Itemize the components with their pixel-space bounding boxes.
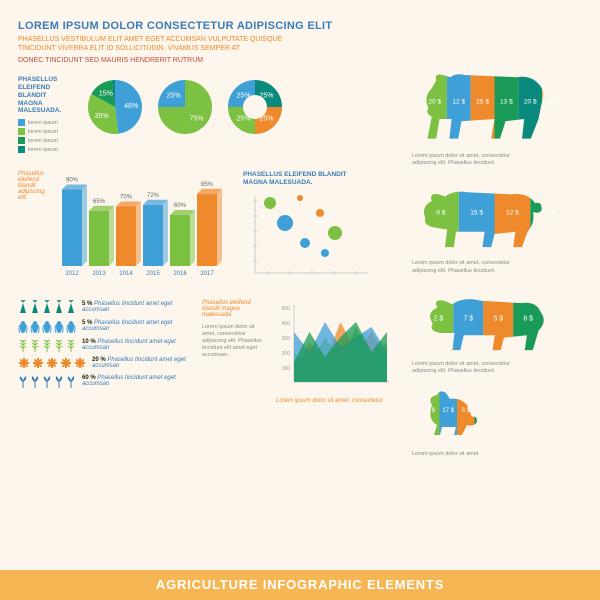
area-chart: 500 400 300 200 100: [276, 300, 391, 390]
svg-text:2014: 2014: [119, 271, 133, 277]
pig-caption: Lorem ipsum dolor sit amet, consectetur …: [412, 260, 532, 274]
scatter-side-title: Phasellus eleifend blandit magna malesua…: [202, 300, 262, 318]
svg-text:2013: 2013: [92, 271, 106, 277]
svg-text:2012: 2012: [65, 271, 79, 277]
area-caption: Lorem ipsum dolor sit amet, consectetur: [276, 398, 391, 404]
svg-text:9 $: 9 $: [436, 210, 445, 217]
svg-text:14 $: 14 $: [542, 210, 555, 217]
svg-text:72%: 72%: [147, 193, 160, 199]
bar-chart: 90% 2012 65% 2013 70% 2014 72% 2015 60% 2016 85% 20…: [58, 171, 233, 281]
crop-row: 5 % Phasellus tincidunt amet eget accums…: [18, 319, 188, 333]
svg-text:2015: 2015: [146, 271, 160, 277]
svg-text:5 $: 5 $: [479, 408, 488, 414]
svg-text:25 $: 25 $: [476, 99, 489, 106]
scatter-title: PHASELLUS ELEIFEND BLANDIT MAGNA MALESUA…: [243, 171, 373, 187]
page-subtitle2: DONEC TINCIDUNT SED MAURIS HENDRERIT RUT…: [18, 57, 582, 64]
svg-text:500: 500: [282, 306, 291, 312]
svg-text:3 $: 3 $: [553, 315, 562, 322]
svg-text:85%: 85%: [201, 182, 214, 188]
svg-text:60%: 60%: [174, 203, 187, 209]
svg-text:90%: 90%: [66, 178, 79, 184]
svg-text:400: 400: [282, 321, 291, 327]
footer-bar: AGRICULTURE INFOGRAPHIC ELEMENTS: [0, 570, 600, 600]
svg-text:35%: 35%: [95, 113, 109, 120]
pig-diagram: 9 $ 15 $ 12 $ 14 $ Lorem ipsum dolor sit am…: [412, 179, 582, 274]
svg-text:20 $: 20 $: [524, 99, 537, 106]
svg-text:12 $: 12 $: [452, 99, 465, 106]
chicken-diagram: 3 $ 17 $ 3 $ 5 $ Lorem ipsum dolor sit amet: [412, 387, 582, 458]
svg-text:2 $: 2 $: [434, 315, 444, 322]
svg-text:65%: 65%: [93, 199, 106, 205]
crops-list: 5 % Phasellus tincidunt amet eget accums…: [18, 300, 188, 404]
legend-item: lorem ipsum: [18, 137, 76, 144]
donut-chart: 25%25%25%25%: [224, 76, 286, 138]
pies-title: PHASELLUS ELEIFEND BLANDIT MAGNA MALESUA…: [18, 76, 76, 115]
sheep-caption: Lorem ipsum dolor sit amet, consectetur …: [412, 361, 532, 375]
svg-text:15 $: 15 $: [548, 99, 561, 106]
legend-item: lorem ipsum: [18, 146, 76, 153]
svg-text:200: 200: [282, 351, 291, 357]
crop-row: 5 % Phasellus tincidunt amet eget accums…: [18, 300, 188, 314]
page-subtitle: PHASELLUS VESTIBULUM ELIT AMET EGET ACCU…: [18, 35, 298, 53]
svg-text:7 $: 7 $: [464, 315, 474, 322]
svg-text:70%: 70%: [120, 195, 133, 201]
sheep-diagram: 2 $ 7 $ 5 $ 8 $ 3 $ Lorem ipsum dolor sit am…: [412, 287, 582, 375]
page-title: LOREM IPSUM DOLOR CONSECTETUR ADIPISCING…: [18, 20, 582, 32]
svg-text:100: 100: [282, 366, 291, 372]
svg-text:15%: 15%: [99, 91, 113, 98]
svg-text:25%: 25%: [167, 93, 181, 100]
pie-chart-2: 75% 25%: [154, 76, 216, 138]
svg-text:12 $: 12 $: [506, 210, 519, 217]
cow-diagram: 20 $ 12 $ 25 $ 13 $ 20 $ 15 $ Lorem ipsum dol…: [412, 64, 582, 167]
svg-text:13 $: 13 $: [500, 99, 513, 106]
scatter-side-body: Lorem ipsum dolor sit amet, consectetur …: [202, 324, 262, 360]
cow-caption: Lorem ipsum dolor sit amet, consectetur …: [412, 153, 532, 167]
svg-text:2016: 2016: [173, 271, 187, 277]
svg-text:3 $: 3 $: [462, 408, 471, 414]
svg-text:20 $: 20 $: [428, 99, 441, 106]
svg-text:3 $: 3 $: [427, 408, 436, 414]
pie-chart-1: 48% 35% 15%: [84, 76, 146, 138]
svg-text:5 $: 5 $: [493, 315, 503, 322]
bars-side-label: Phasellus eleifend blandit adipiscing el…: [18, 171, 48, 201]
svg-text:15 $: 15 $: [470, 210, 483, 217]
svg-text:2017: 2017: [200, 271, 214, 277]
svg-text:17 $: 17 $: [442, 408, 454, 414]
legend-item: lorem ipsum: [18, 119, 76, 126]
svg-text:300: 300: [282, 336, 291, 342]
crop-row: 10 % Phasellus tincidunt amet eget accum…: [18, 338, 188, 352]
svg-text:75%: 75%: [189, 115, 203, 122]
svg-text:8 $: 8 $: [523, 315, 533, 322]
crop-row: 20 % Phasellus tincidunt amet eget accum…: [18, 357, 188, 369]
legend-item: lorem ipsum: [18, 128, 76, 135]
svg-text:48%: 48%: [124, 103, 138, 110]
chicken-caption: Lorem ipsum dolor sit amet: [412, 451, 532, 458]
crop-row: 60 % Phasellus tincidunt amet eget accum…: [18, 374, 188, 388]
scatter-chart: [243, 191, 373, 281]
